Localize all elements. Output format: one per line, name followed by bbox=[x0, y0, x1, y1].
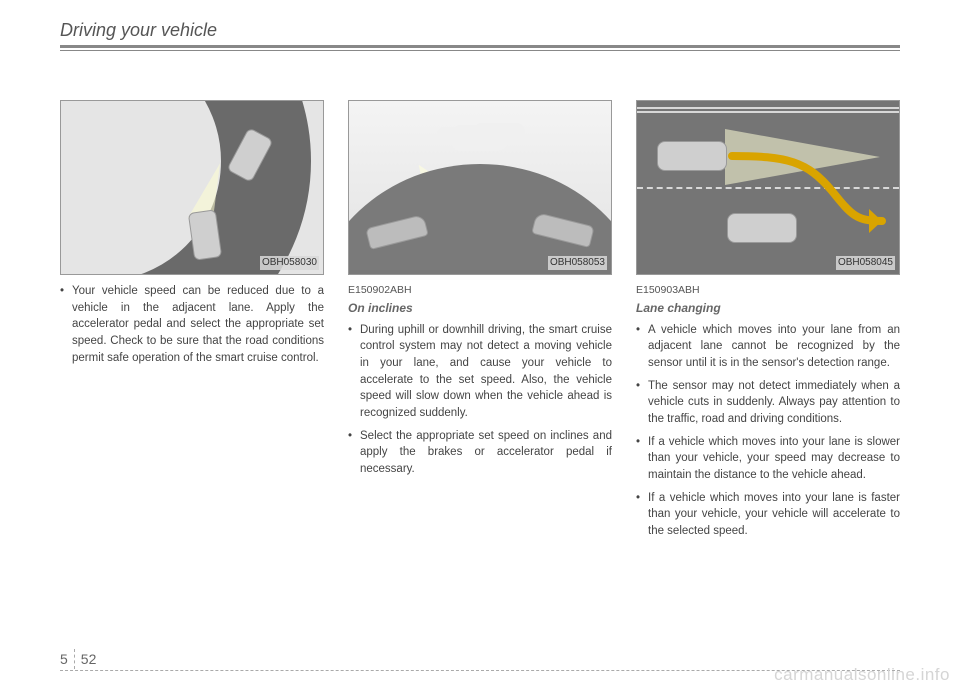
page-number: 5 52 bbox=[60, 649, 96, 669]
page-number-value: 52 bbox=[81, 651, 97, 667]
column-3-bullet: A vehicle which moves into your lane fro… bbox=[636, 322, 900, 372]
column-2-bullet: Select the appropriate set speed on incl… bbox=[348, 428, 612, 478]
page-number-separator bbox=[74, 649, 75, 669]
figure3-label: OBH058045 bbox=[836, 256, 895, 271]
column-3-bullet: If a vehicle which moves into your lane … bbox=[636, 490, 900, 540]
page-section: 5 bbox=[60, 651, 68, 667]
column-1-list: Your vehicle speed can be reduced due to… bbox=[60, 283, 324, 366]
column-3-subhead: Lane changing bbox=[636, 300, 900, 317]
column-3-bullet: If a vehicle which moves into your lane … bbox=[636, 434, 900, 484]
figure-lane-change: OBH058045 bbox=[636, 100, 900, 275]
column-2-list: During uphill or downhill driving, the s… bbox=[348, 322, 612, 478]
figure2-cloud bbox=[449, 125, 509, 151]
column-3: OBH058045 E150903ABH Lane changing A veh… bbox=[636, 100, 900, 546]
page-header: Driving your vehicle bbox=[60, 20, 900, 51]
column-2-code: E150902ABH bbox=[348, 283, 612, 298]
column-3-bullet: The sensor may not detect immediately wh… bbox=[636, 378, 900, 428]
figure2-label: OBH058053 bbox=[548, 256, 607, 271]
figure-inclines: OBH058053 bbox=[348, 100, 612, 275]
column-2-subhead: On inclines bbox=[348, 300, 612, 317]
figure-curved-road: OBH058030 bbox=[60, 100, 324, 275]
header-rule-thick bbox=[60, 45, 900, 48]
header-title: Driving your vehicle bbox=[60, 20, 217, 43]
column-3-code: E150903ABH bbox=[636, 283, 900, 298]
column-2: OBH058053 E150902ABH On inclines During … bbox=[348, 100, 612, 546]
column-2-bullet: During uphill or downhill driving, the s… bbox=[348, 322, 612, 422]
column-3-list: A vehicle which moves into your lane fro… bbox=[636, 322, 900, 540]
content-columns: OBH058030 Your vehicle speed can be redu… bbox=[60, 100, 900, 546]
column-1-bullet: Your vehicle speed can be reduced due to… bbox=[60, 283, 324, 366]
header-rule-thin bbox=[60, 50, 900, 51]
watermark: carmanualsonline.info bbox=[774, 665, 950, 685]
figure1-label: OBH058030 bbox=[260, 256, 319, 271]
column-1: OBH058030 Your vehicle speed can be redu… bbox=[60, 100, 324, 546]
